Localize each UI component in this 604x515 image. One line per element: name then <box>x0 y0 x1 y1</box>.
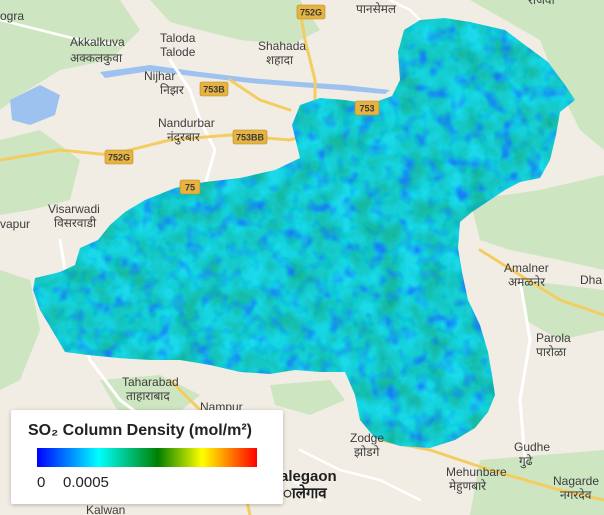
label-visarwadi: Visarwadi <box>48 202 100 216</box>
label-visarwadi-mr: विसरवाडी <box>54 216 97 230</box>
label-taloda: Taloda <box>160 31 196 45</box>
legend-min-label: 0 <box>37 474 46 491</box>
highway-shield-752g-top: 752G <box>296 4 326 20</box>
label-amalner-mr: अमळनेर <box>508 275 546 289</box>
label-nijhar-mr: निझर <box>160 83 185 97</box>
svg-text:752G: 752G <box>108 153 130 163</box>
map-legend: SO₂ Column Density (mol/m²) 0 0.0005 <box>11 410 283 504</box>
label-malegaon-mr: ालेगाव <box>283 484 327 502</box>
label-ogra: ogra <box>0 9 24 23</box>
highway-shield-753: 753 <box>354 100 380 116</box>
label-nijhar: Nijhar <box>144 69 175 83</box>
legend-max-label: 0.0005 <box>63 474 109 491</box>
label-dha: Dha <box>580 273 602 287</box>
water-bodies <box>10 65 390 125</box>
label-kalwan: Kalwan <box>86 503 125 515</box>
label-top-right-mr: राजवा <box>528 0 556 7</box>
label-gudhe: Gudhe <box>514 440 550 454</box>
label-shahada-mr: शहादा <box>266 53 294 67</box>
label-mehunbare-mr: मेहुणबारे <box>449 479 487 494</box>
svg-text:753BB: 753BB <box>236 133 265 143</box>
svg-text:753B: 753B <box>203 85 225 95</box>
label-taharabad: Taharabad <box>122 375 179 389</box>
svg-text:752G: 752G <box>300 8 322 18</box>
label-taharabad-mr: ताहाराबाद <box>126 389 170 403</box>
legend-title: SO₂ Column Density (mol/m²) <box>28 422 253 439</box>
label-akkalkuva: Akkalkuva <box>70 35 125 49</box>
label-parola-mr: पारोळा <box>536 345 567 359</box>
label-vapur: vapur <box>0 217 30 231</box>
label-parola: Parola <box>536 331 571 345</box>
label-gudhe-mr: गुढे <box>519 454 533 469</box>
svg-text:75: 75 <box>185 183 195 193</box>
label-nandurbar: Nandurbar <box>158 116 215 130</box>
label-mehunbare: Mehunbare <box>446 465 507 479</box>
label-akkalkuva-mr: अक्कलकुवा <box>70 51 123 66</box>
svg-text:753: 753 <box>359 104 374 114</box>
highway-shield-75: 75 <box>179 179 201 195</box>
label-zodge-mr: झोडगे <box>354 445 380 459</box>
highway-shield-752g-left: 752G <box>104 149 134 165</box>
label-malegaon: alegaon <box>280 468 337 485</box>
highway-shield-753b: 753B <box>199 81 229 97</box>
label-amalner: Amalner <box>504 261 549 275</box>
label-nagarde-mr: नगरदेव <box>560 488 592 502</box>
label-shahada: Shahada <box>258 39 306 53</box>
label-talode: Talode <box>160 45 196 59</box>
label-panasemal-mr: पानसेमल <box>356 2 397 16</box>
legend-color-ramp <box>37 448 257 467</box>
label-nandurbar-mr: नंदुरबार <box>167 130 201 145</box>
label-nagarde: Nagarde <box>553 474 599 488</box>
highway-shield-753bb: 753BB <box>232 129 268 145</box>
label-zodge: Zodge <box>350 431 384 445</box>
